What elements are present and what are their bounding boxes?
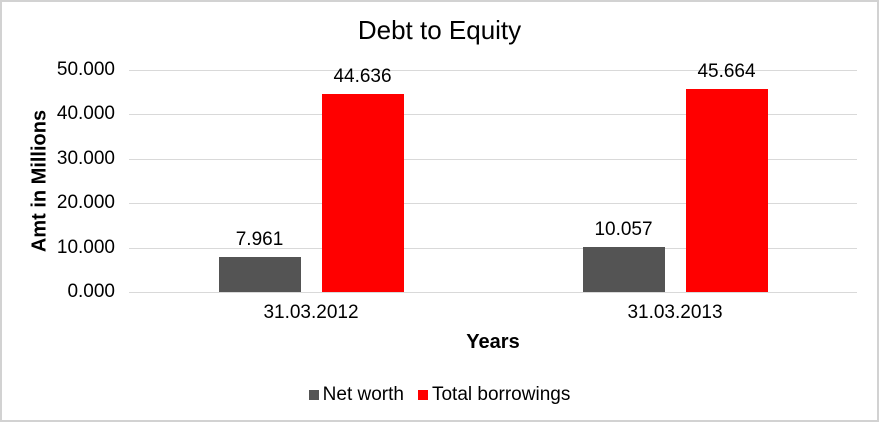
y-tick-label: 40.000: [56, 103, 115, 125]
bar-net-worth: [218, 256, 301, 292]
y-tick-label: 50.000: [56, 59, 115, 80]
y-tick-label: 20.000: [56, 192, 115, 214]
legend-item-net-worth: Net worth: [308, 384, 404, 406]
gridline: [129, 70, 857, 71]
bar-net-worth: [582, 247, 665, 292]
gridline: [129, 248, 857, 249]
legend-marker-total-borrowings: [417, 390, 428, 400]
data-label-net-worth: 7.961: [235, 228, 284, 250]
x-axis-title: Years: [466, 331, 520, 353]
legend-item-total-borrowings: Total borrowings: [417, 384, 571, 406]
gridline: [129, 292, 857, 293]
gridline: [129, 159, 857, 160]
y-axis-title: Amt in Millions: [28, 109, 51, 253]
legend: Net worth Total borrowings: [2, 384, 877, 406]
y-tick-label: 10.000: [56, 236, 115, 258]
gridline: [129, 203, 857, 204]
gridline: [129, 114, 857, 115]
bar-total-borrowings: [685, 89, 768, 292]
chart-title: Debt to Equity: [357, 15, 522, 45]
category-label: 31.03.2013: [627, 302, 723, 323]
data-label-total-borrowings: 45.664: [697, 61, 756, 83]
data-label-net-worth: 10.057: [594, 219, 653, 241]
y-tick-label: 0.000: [67, 281, 115, 302]
category-label: 31.03.2012: [263, 302, 359, 323]
legend-label: Net worth: [322, 384, 404, 405]
plot-area: 7.961 44.636 10.057 45.664: [129, 61, 857, 293]
data-label-total-borrowings: 44.636: [333, 65, 392, 87]
y-tick-label: 30.000: [56, 147, 115, 169]
bar-total-borrowings: [321, 93, 404, 292]
legend-label: Total borrowings: [431, 384, 571, 405]
legend-marker-net-worth: [308, 390, 319, 400]
